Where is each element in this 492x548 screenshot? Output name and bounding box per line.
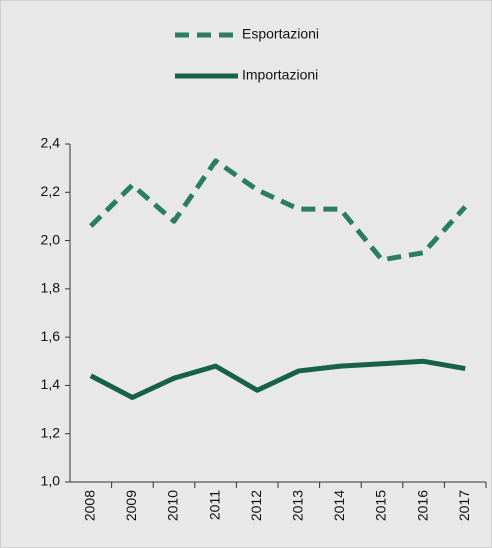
series-line — [89, 358, 466, 400]
x-tick-label: 2010 — [165, 490, 181, 521]
y-tick-label: 2,2 — [41, 183, 61, 199]
y-tick-label: 2,0 — [41, 231, 61, 247]
y-tick-label: 1,8 — [41, 280, 61, 296]
legend-label: Importazioni — [242, 67, 318, 83]
y-tick-label: 2,4 — [41, 135, 61, 151]
x-tick-label: 2015 — [373, 490, 389, 521]
x-tick-label: 2012 — [248, 490, 264, 521]
y-tick-label: 1,4 — [41, 376, 61, 392]
x-tick-label: 2011 — [206, 490, 222, 520]
x-tick-label: 2016 — [414, 490, 430, 521]
legend-label: Esportazioni — [242, 26, 319, 42]
x-tick-label: 2017 — [456, 490, 472, 521]
x-tick-label: 2008 — [82, 490, 98, 521]
x-tick-label: 2014 — [331, 490, 347, 521]
x-tick-label: 2013 — [290, 490, 306, 521]
y-tick-label: 1,6 — [41, 328, 61, 344]
x-tick-label: 2009 — [123, 490, 139, 521]
y-tick-label: 1,2 — [41, 424, 61, 440]
y-tick-label: 1,0 — [41, 473, 61, 489]
